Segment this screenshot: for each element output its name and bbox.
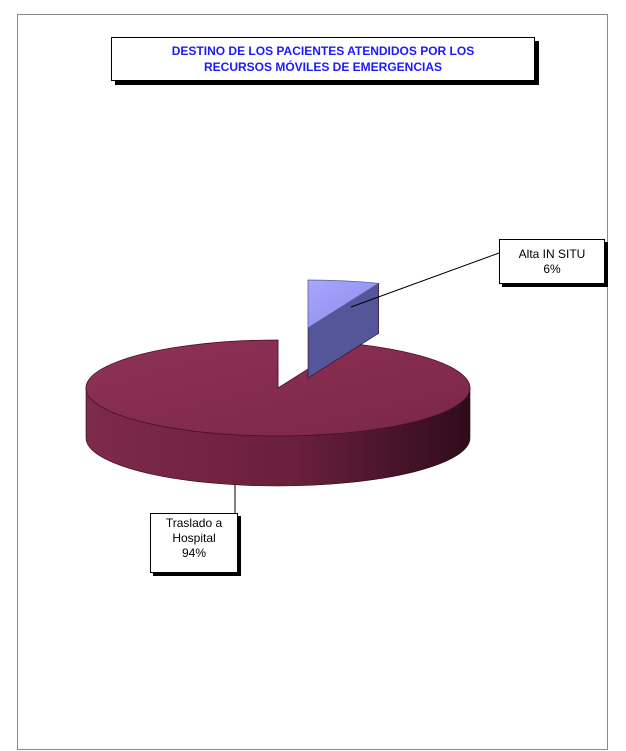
pie-slice-alta [307,279,380,329]
leader-line-alta [350,252,500,308]
slice-label-traslado-line-2: Hospital [172,531,216,545]
data-label-traslado-hospital: Traslado a Hospital 94% [150,513,238,573]
slice-label-alta: Alta IN SITU [518,247,586,261]
chart-title-box: DESTINO DE LOS PACIENTES ATENDIDOS POR L… [111,37,535,81]
slice-percent-alta: 6% [543,262,561,276]
slice-label-traslado-line-1: Traslado a [165,516,223,530]
slice-percent-traslado: 94% [181,546,207,560]
data-label-alta-in-situ: Alta IN SITU 6% [499,239,605,284]
chart-title-line-1: DESTINO DE LOS PACIENTES ATENDIDOS POR L… [171,44,475,58]
pie-slice-traslado [85,339,471,437]
chart-title-line-2: RECURSOS MÓVILES DE EMERGENCIAS [203,60,443,74]
